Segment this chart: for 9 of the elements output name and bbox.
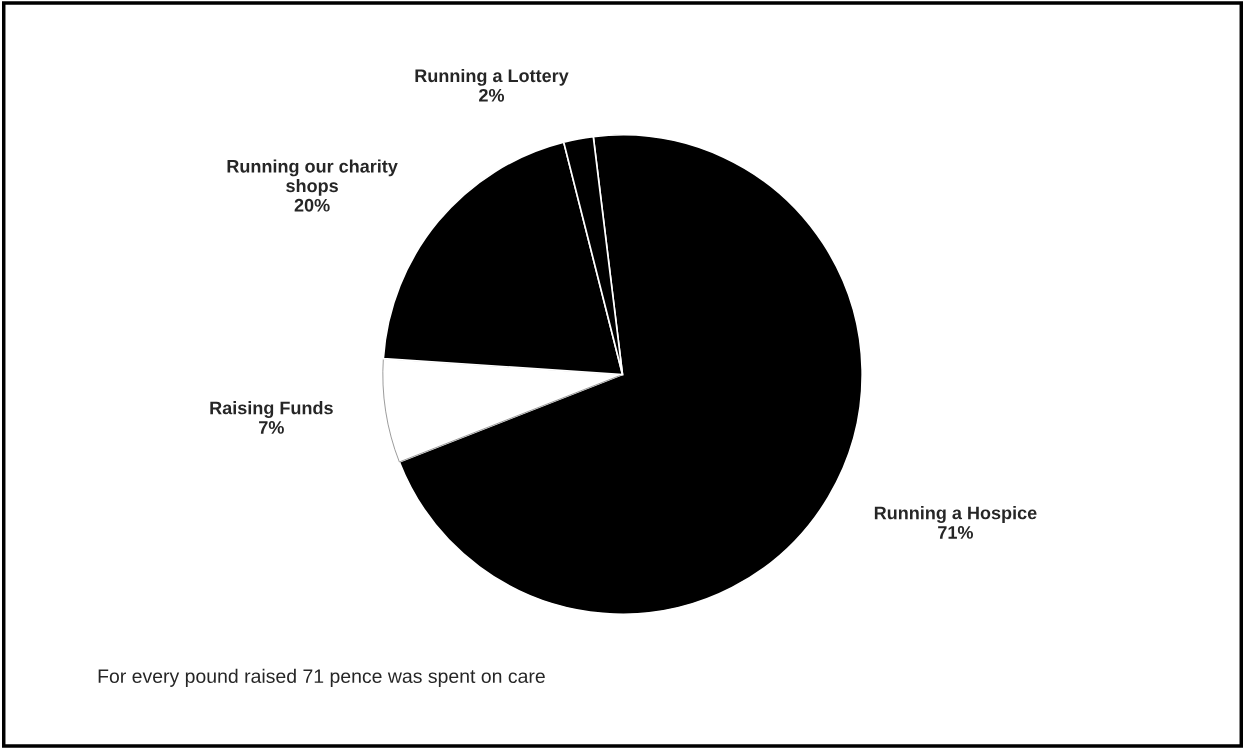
text: For every pound raised 71 pence was spent on care (98, 668, 545, 687)
data-label: 7% (259, 421, 284, 434)
slice-label: Running a Hospice (874, 506, 1037, 523)
slice-label: Running a Lottery (415, 68, 569, 86)
data-label: 20% (294, 198, 330, 212)
slice-label: Running our charity shops (227, 159, 398, 196)
data-label: 71% (938, 526, 974, 539)
slice-label: Raising Funds (210, 401, 333, 418)
data-label: 2% (479, 88, 505, 102)
